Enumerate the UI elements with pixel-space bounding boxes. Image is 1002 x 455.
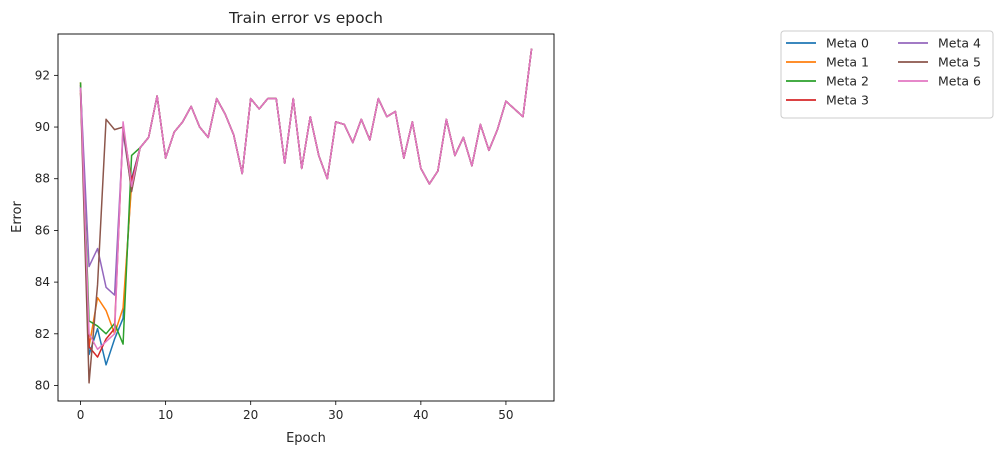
legend-label-meta-1: Meta 1 <box>826 55 869 70</box>
series-line-meta-6 <box>79 48 533 351</box>
y-tick-label: 88 <box>35 172 50 186</box>
legend-label-meta-3: Meta 3 <box>826 93 869 108</box>
legend-label-meta-5: Meta 5 <box>938 55 981 70</box>
x-tick-label: 50 <box>498 408 513 422</box>
x-axis-label: Epoch <box>286 431 326 446</box>
y-axis: 80 82 84 86 88 90 92 <box>35 68 58 392</box>
x-tick-label: 30 <box>328 408 343 422</box>
x-tick-label: 0 <box>77 408 85 422</box>
x-tick-label: 10 <box>158 408 173 422</box>
y-tick-label: 80 <box>35 378 50 392</box>
legend-label-meta-6: Meta 6 <box>938 74 981 89</box>
chart-title: Train error vs epoch <box>228 9 383 27</box>
y-tick-label: 84 <box>35 275 50 289</box>
y-axis-label: Error <box>10 201 25 233</box>
x-tick-label: 20 <box>243 408 258 422</box>
x-axis: 0 10 20 30 40 50 <box>77 401 514 422</box>
legend-label-meta-4: Meta 4 <box>938 36 981 51</box>
x-tick-label: 40 <box>413 408 428 422</box>
plot-background <box>58 34 554 401</box>
legend-label-meta-0: Meta 0 <box>826 36 869 51</box>
legend-box <box>780 30 994 119</box>
legend-label-meta-2: Meta 2 <box>826 74 869 89</box>
legend: Meta 0 Meta 1 Meta 2 Meta 3 Meta 4 Meta 5 Meta… <box>780 30 994 119</box>
y-tick-label: 92 <box>35 68 50 82</box>
y-tick-label: 86 <box>35 223 50 237</box>
y-tick-label: 90 <box>35 120 50 134</box>
y-tick-label: 82 <box>35 327 50 341</box>
series-layer <box>79 48 533 384</box>
plot-area <box>57 33 555 402</box>
plot-frame <box>57 33 555 402</box>
